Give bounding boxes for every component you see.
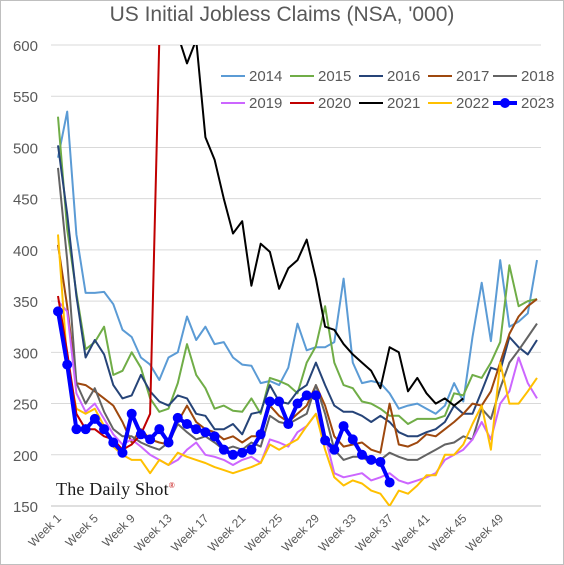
series-point-2023 [246, 444, 257, 455]
registered-icon: ® [168, 481, 176, 490]
series-line-2019 [57, 300, 538, 485]
series-point-2023 [329, 444, 340, 455]
x-tick-label: Week 49 [463, 511, 506, 554]
series-point-2023 [301, 390, 312, 401]
legend-label-2023: 2023 [521, 95, 554, 112]
series-point-2023 [255, 429, 266, 440]
x-tick-label: Week 13 [131, 511, 174, 554]
y-tick-label: 350 [13, 294, 38, 311]
x-tick-label: Week 17 [168, 511, 211, 554]
x-tick-label: Week 21 [205, 511, 248, 554]
series-line-2015 [57, 116, 538, 425]
x-tick-label: Week 45 [426, 511, 469, 554]
legend-label-2022: 2022 [456, 95, 489, 112]
y-tick-label: 150 [13, 499, 38, 516]
series-point-2023 [274, 396, 285, 407]
legend-label-2020: 2020 [318, 95, 351, 112]
series-point-2023 [62, 359, 73, 370]
series-point-2023 [347, 434, 358, 445]
chart-title: US Initial Jobless Claims (NSA, '000) [109, 3, 455, 26]
y-tick-label: 550 [13, 89, 38, 106]
legend-label-2016: 2016 [387, 68, 420, 85]
legend-label-2018: 2018 [521, 68, 554, 85]
series-point-2023 [264, 396, 275, 407]
series-point-2023 [135, 429, 146, 440]
x-tick-label: Week 1 [26, 511, 65, 550]
series-point-2023 [163, 437, 174, 448]
y-tick-label: 400 [13, 243, 38, 260]
series-point-2023 [338, 421, 349, 432]
series-point-2023 [320, 435, 331, 446]
y-tick-label: 300 [13, 345, 38, 362]
series-line-2021 [180, 45, 464, 407]
series-point-2023 [283, 419, 294, 430]
y-tick-label: 200 [13, 448, 38, 465]
watermark-logo: The Daily Shot® [56, 479, 175, 500]
series-point-2023 [99, 424, 110, 435]
series-point-2023 [218, 444, 229, 455]
legend-label-2017: 2017 [456, 68, 489, 85]
series-point-2023 [108, 437, 119, 448]
legend-label-2021: 2021 [387, 95, 420, 112]
series-point-2023 [145, 434, 156, 445]
series-point-2023 [292, 398, 303, 409]
legend-label-2015: 2015 [318, 68, 351, 85]
legend-label-2014: 2014 [249, 68, 282, 85]
series-point-2023 [200, 427, 211, 438]
x-tick-label: Week 29 [279, 511, 322, 554]
series-point-2023 [71, 424, 82, 435]
x-tick-label: Week 25 [242, 511, 285, 554]
series-point-2023 [228, 449, 239, 460]
y-tick-label: 600 [13, 38, 38, 55]
series-point-2023 [366, 454, 377, 465]
series-point-2023 [80, 424, 91, 435]
series-point-2023 [384, 477, 395, 488]
watermark-text: The Daily Shot [56, 479, 169, 499]
series-line-2020 [57, 45, 161, 451]
series-group [53, 45, 538, 506]
y-tick-label: 500 [13, 140, 38, 157]
legend-marker-2023 [500, 98, 510, 108]
series-point-2023 [117, 447, 128, 458]
x-tick-label: Week 5 [62, 511, 101, 550]
series-point-2023 [53, 306, 63, 317]
x-tick-label: Week 41 [389, 511, 432, 554]
series-point-2023 [181, 419, 192, 430]
series-line-2018 [57, 167, 538, 464]
legend-label-2019: 2019 [249, 95, 282, 112]
series-point-2023 [154, 424, 165, 435]
y-tick-label: 250 [13, 397, 38, 414]
series-point-2023 [89, 413, 100, 424]
series-line-2022 [57, 234, 538, 506]
x-tick-label: Week 37 [353, 511, 396, 554]
x-tick-label: Week 33 [316, 511, 359, 554]
y-tick-label: 450 [13, 192, 38, 209]
series-point-2023 [356, 449, 367, 460]
series-point-2023 [172, 412, 183, 423]
series-point-2023 [310, 390, 321, 401]
series-line-2016 [57, 145, 538, 438]
series-point-2023 [209, 431, 220, 442]
series-point-2023 [237, 447, 248, 458]
series-point-2023 [375, 456, 386, 467]
series-line-2014 [57, 110, 538, 415]
series-point-2023 [191, 424, 202, 435]
series-point-2023 [126, 408, 137, 419]
